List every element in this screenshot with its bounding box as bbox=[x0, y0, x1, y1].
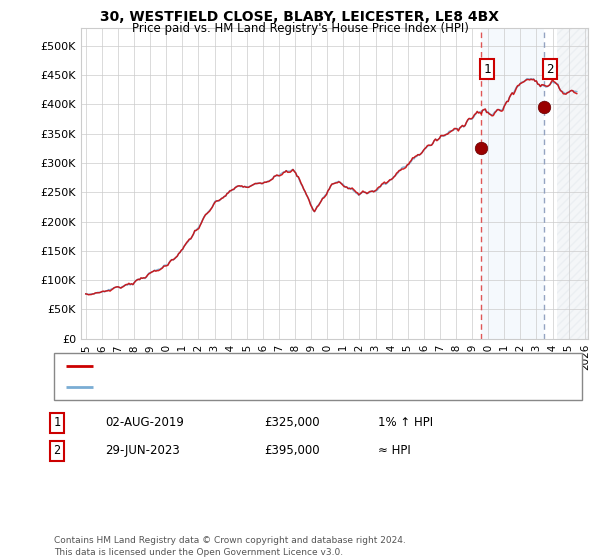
Text: Contains HM Land Registry data © Crown copyright and database right 2024.
This d: Contains HM Land Registry data © Crown c… bbox=[54, 536, 406, 557]
Text: 2: 2 bbox=[546, 63, 553, 76]
Bar bbox=[481, 28, 544, 339]
Text: £395,000: £395,000 bbox=[264, 444, 320, 458]
Text: 1: 1 bbox=[483, 63, 491, 76]
Text: 29-JUN-2023: 29-JUN-2023 bbox=[105, 444, 180, 458]
Text: 1% ↑ HPI: 1% ↑ HPI bbox=[378, 416, 433, 430]
Text: 1: 1 bbox=[53, 416, 61, 430]
Bar bbox=[557, 28, 590, 339]
Text: ≈ HPI: ≈ HPI bbox=[378, 444, 411, 458]
Text: £325,000: £325,000 bbox=[264, 416, 320, 430]
Text: 30, WESTFIELD CLOSE, BLABY, LEICESTER, LE8 4BX (detached house): 30, WESTFIELD CLOSE, BLABY, LEICESTER, L… bbox=[99, 361, 481, 371]
Text: 02-AUG-2019: 02-AUG-2019 bbox=[105, 416, 184, 430]
Bar bbox=[557, 28, 590, 339]
Text: HPI: Average price, detached house, Blaby: HPI: Average price, detached house, Blab… bbox=[99, 382, 332, 392]
Text: Price paid vs. HM Land Registry's House Price Index (HPI): Price paid vs. HM Land Registry's House … bbox=[131, 22, 469, 35]
Text: 2: 2 bbox=[53, 444, 61, 458]
Text: 30, WESTFIELD CLOSE, BLABY, LEICESTER, LE8 4BX: 30, WESTFIELD CLOSE, BLABY, LEICESTER, L… bbox=[101, 10, 499, 24]
